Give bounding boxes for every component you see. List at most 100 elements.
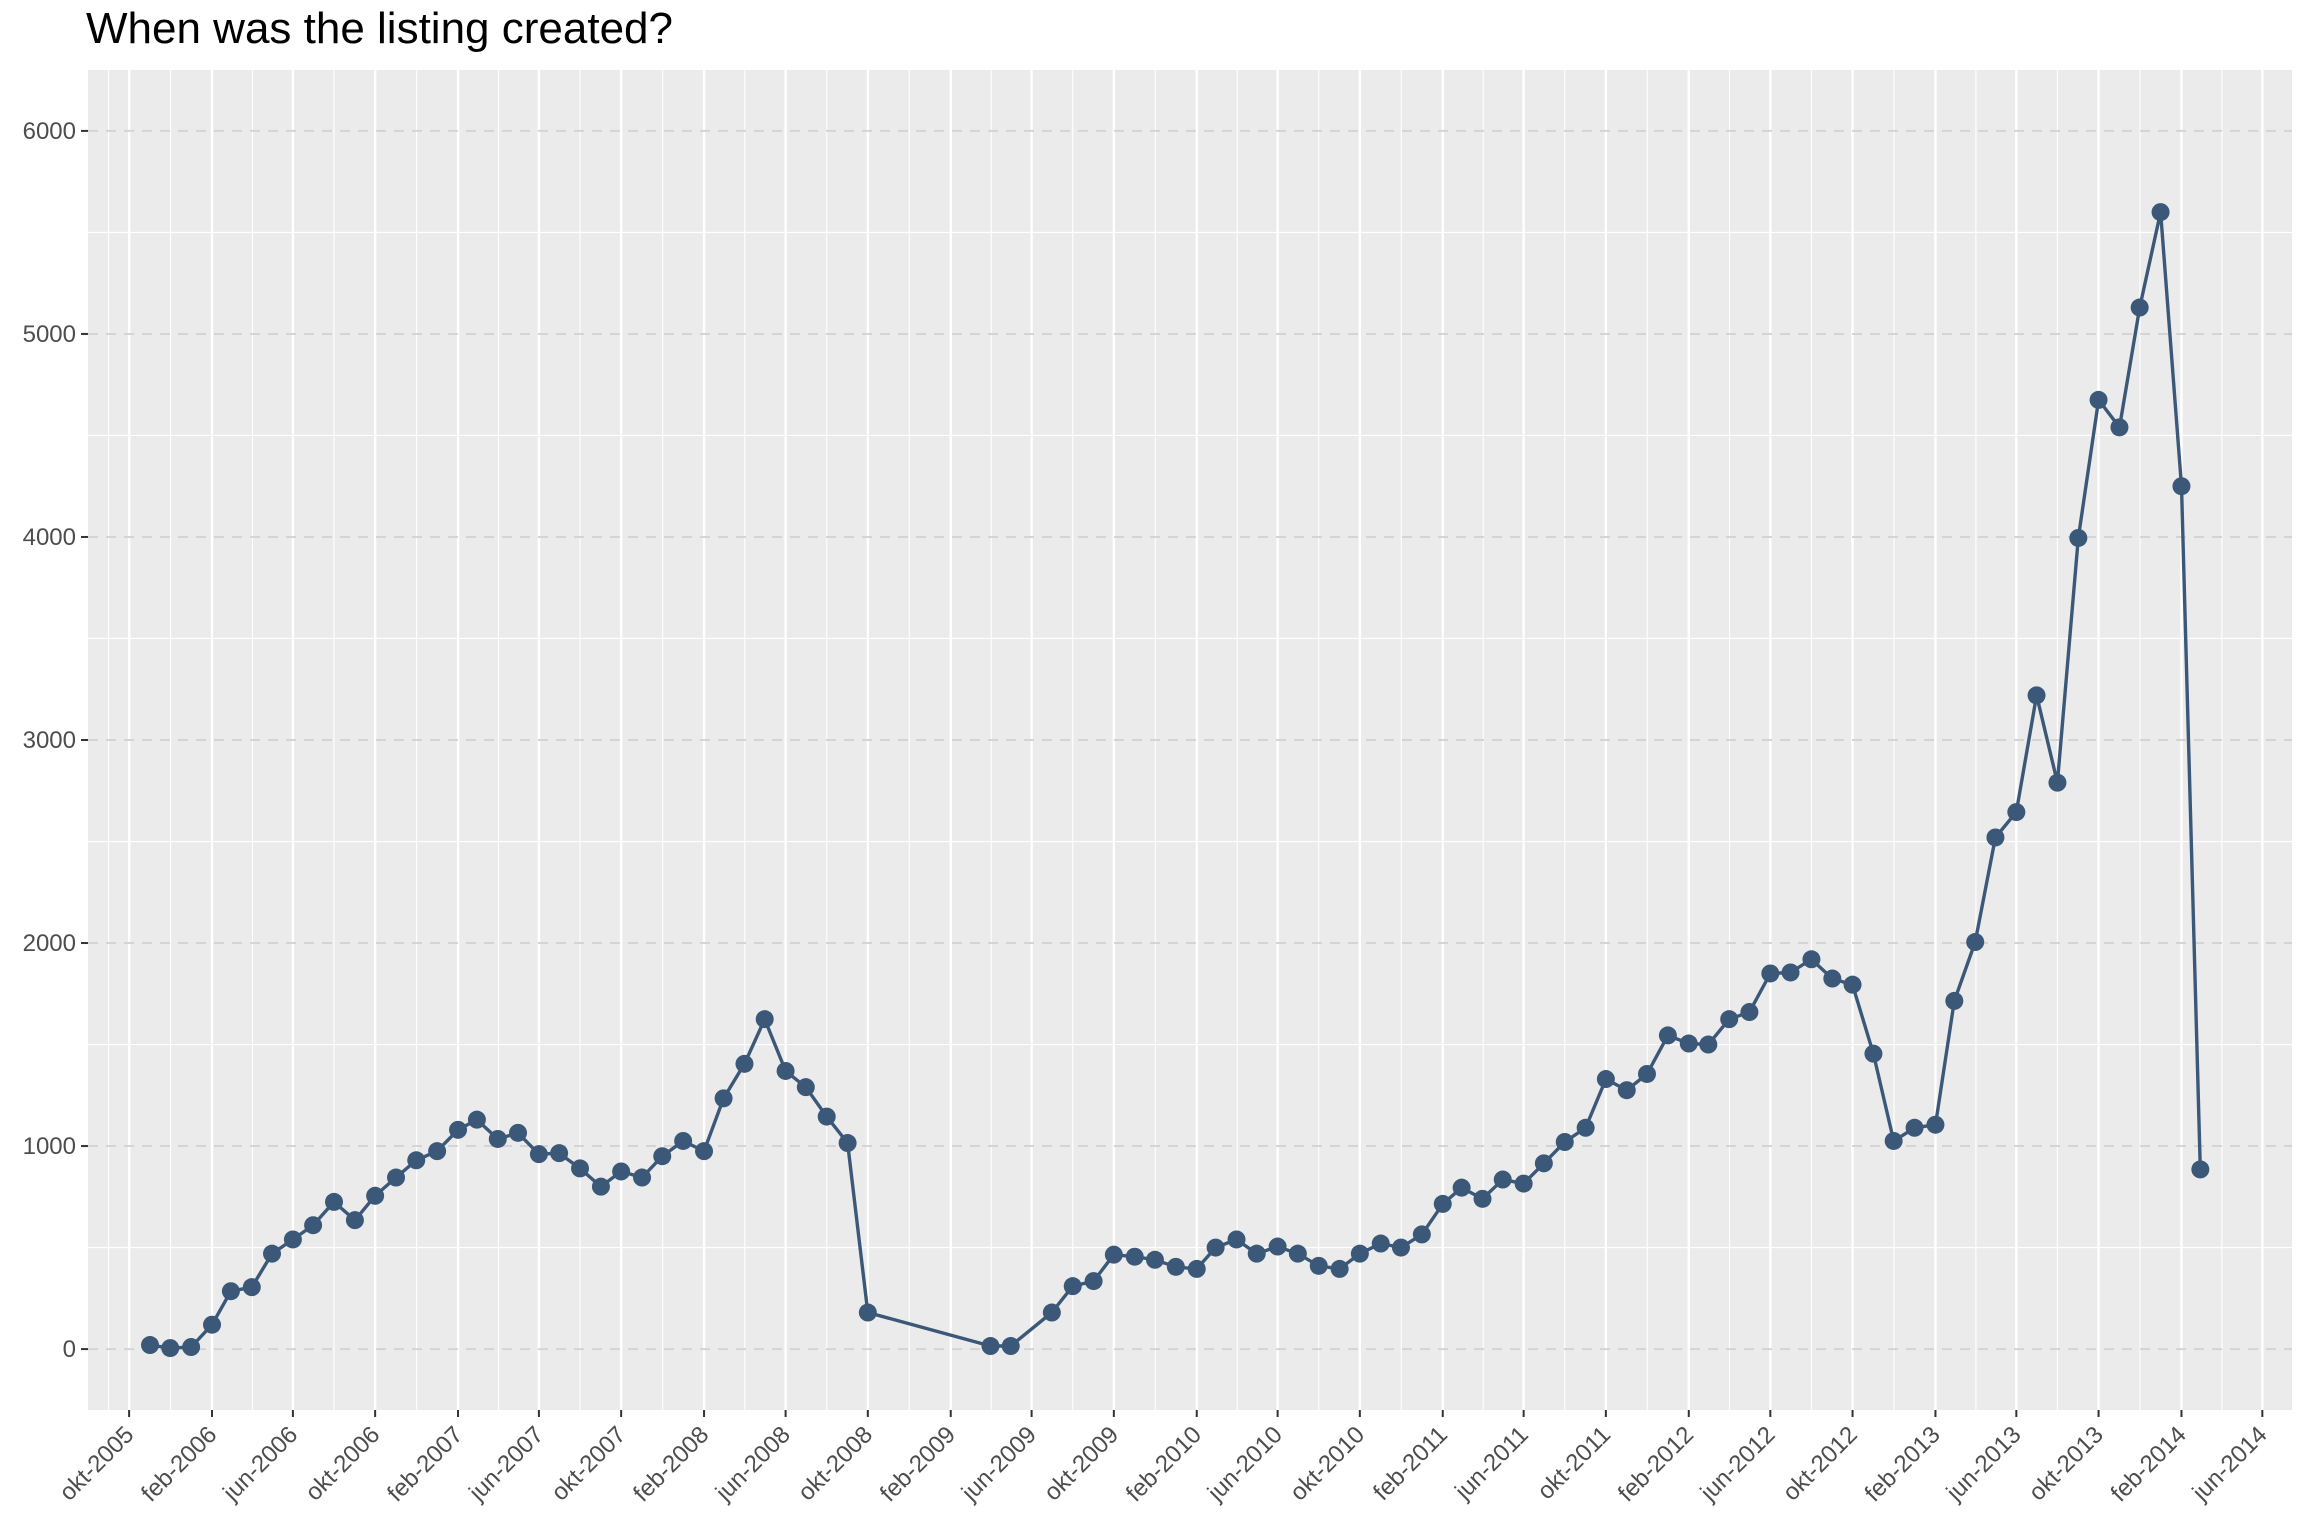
y-tick-label: 0: [63, 1336, 76, 1363]
x-tick-label: feb-2009: [875, 1421, 961, 1507]
data-point: [1761, 964, 1780, 983]
data-point: [1145, 1250, 1164, 1269]
data-point: [1926, 1115, 1945, 1134]
data-point: [838, 1134, 857, 1153]
data-point: [2048, 773, 2067, 792]
data-point: [529, 1145, 548, 1164]
x-tick-label: jun-2013: [1941, 1421, 2027, 1507]
data-point: [1720, 1010, 1739, 1029]
data-point: [1966, 933, 1985, 952]
x-tick-label: feb-2014: [2106, 1421, 2192, 1507]
x-tick-label: okt-2009: [1039, 1421, 1124, 1506]
data-point: [1187, 1259, 1206, 1278]
data-point: [755, 1010, 774, 1029]
x-tick-label: jun-2012: [1695, 1421, 1781, 1507]
data-point: [1843, 975, 1862, 994]
x-tick-label: okt-2013: [2024, 1421, 2109, 1506]
data-point: [695, 1142, 714, 1161]
data-point: [1288, 1244, 1307, 1263]
y-tick-label: 4000: [23, 524, 76, 551]
data-point: [1679, 1034, 1698, 1053]
chart-title: When was the listing created?: [86, 4, 673, 53]
data-point: [2151, 203, 2170, 222]
x-tick-label: okt-2006: [300, 1421, 385, 1506]
data-point: [1473, 1189, 1492, 1208]
data-point: [1534, 1154, 1553, 1173]
data-point: [1514, 1174, 1533, 1193]
data-point: [387, 1168, 406, 1187]
x-tick-label: feb-2006: [136, 1421, 222, 1507]
data-point: [2069, 528, 2088, 547]
points-layer: [141, 203, 2210, 1358]
data-point: [1330, 1259, 1349, 1278]
data-point: [345, 1211, 364, 1230]
data-point: [2172, 477, 2191, 496]
data-point: [1781, 963, 1800, 982]
data-point: [858, 1303, 877, 1322]
x-tick-label: okt-2011: [1532, 1421, 1616, 1505]
data-point: [428, 1142, 447, 1161]
data-point: [612, 1162, 631, 1181]
x-tick-label: jun-2007: [463, 1421, 549, 1507]
data-point: [1125, 1247, 1144, 1266]
data-point: [325, 1192, 344, 1211]
data-point: [2027, 686, 2046, 705]
data-point: [182, 1338, 201, 1357]
data-point: [1555, 1133, 1574, 1151]
data-point: [1617, 1081, 1636, 1100]
data-point: [283, 1230, 302, 1249]
x-tick-label: feb-2008: [628, 1421, 714, 1507]
x-tick-label: jun-2014: [2187, 1421, 2273, 1507]
y-axis: 0 1000 2000 3000 4000 5000 6000: [23, 118, 88, 1363]
data-point: [1884, 1131, 1903, 1150]
data-point: [1371, 1234, 1390, 1253]
data-point: [203, 1315, 222, 1334]
data-point: [1084, 1272, 1103, 1291]
data-point: [509, 1123, 528, 1142]
x-tick-label: jun-2009: [956, 1421, 1042, 1507]
x-tick-label: okt-2005: [54, 1421, 139, 1506]
data-point: [735, 1054, 754, 1073]
data-point: [2191, 1160, 2210, 1179]
y-tick-label: 2000: [23, 930, 76, 957]
data-point: [1986, 828, 2005, 847]
y-tick-label: 5000: [23, 321, 76, 348]
data-point: [571, 1159, 590, 1178]
data-point: [161, 1339, 180, 1358]
data-point: [449, 1120, 468, 1139]
data-point: [1433, 1194, 1452, 1213]
data-point: [2007, 803, 2026, 822]
data-point: [1001, 1337, 1020, 1356]
data-point: [1658, 1026, 1677, 1045]
data-point: [714, 1089, 733, 1108]
data-point: [2130, 298, 2149, 317]
data-point: [366, 1186, 385, 1205]
y-tick-label: 1000: [23, 1133, 76, 1160]
data-point: [1740, 1003, 1759, 1022]
data-point: [1206, 1238, 1225, 1257]
x-axis: okt-2005feb-2006jun-2006okt-2006feb-2007…: [54, 1410, 2273, 1507]
x-tick-label: okt-2007: [546, 1421, 631, 1506]
x-tick-label: jun-2011: [1449, 1421, 1534, 1506]
data-point: [1063, 1277, 1082, 1296]
x-tick-label: feb-2010: [1121, 1421, 1207, 1507]
data-point: [141, 1336, 160, 1355]
data-point: [1227, 1230, 1246, 1249]
data-point: [1802, 950, 1821, 969]
data-point: [304, 1216, 323, 1235]
data-point: [1945, 991, 1964, 1010]
data-point: [1596, 1070, 1615, 1089]
data-point: [1699, 1035, 1718, 1054]
data-point: [1166, 1257, 1185, 1276]
x-tick-label: feb-2011: [1368, 1421, 1453, 1506]
data-point: [653, 1147, 672, 1166]
data-point: [776, 1061, 795, 1080]
data-point: [1905, 1118, 1924, 1137]
data-point: [1268, 1237, 1287, 1256]
x-tick-label: jun-2006: [217, 1421, 303, 1507]
x-tick-label: okt-2010: [1285, 1421, 1370, 1506]
data-point: [550, 1144, 569, 1163]
data-point: [1864, 1044, 1883, 1063]
data-point: [981, 1337, 1000, 1356]
data-point: [2089, 390, 2108, 409]
